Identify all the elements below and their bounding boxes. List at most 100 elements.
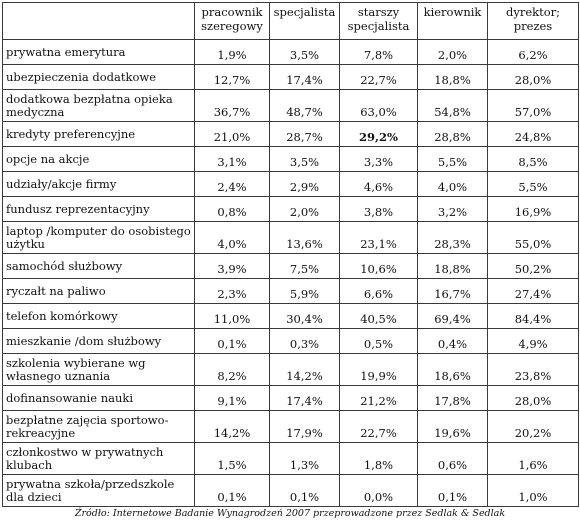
value-cell-kierownik: 0,4% bbox=[417, 328, 488, 354]
value-cell-pracownik-szeregowy: 0,8% bbox=[194, 196, 270, 222]
value-cell-kierownik: 4,0% bbox=[417, 171, 488, 197]
header-cell-kierownik: kierownik bbox=[417, 2, 488, 40]
value-cell-dyrektor-prezes: 6,2% bbox=[487, 39, 579, 65]
row-label: szkolenia wybierane wg własnego uznania bbox=[2, 353, 195, 386]
header-cell-dyrektor-prezes: dyrektor; prezes bbox=[487, 2, 579, 40]
table-row: bezpłatne zajęcia sportowo-rekreacyjne 14… bbox=[2, 410, 579, 443]
value-cell-kierownik: 28,8% bbox=[417, 121, 488, 147]
table-row: udziały/akcje firmy 2,4% 2,9% 4,6% 4,0% 5,5% bbox=[2, 171, 579, 197]
value-cell-dyrektor-prezes: 23,8% bbox=[487, 353, 579, 386]
value-cell-starszy-specjalista: 4,6% bbox=[339, 171, 418, 197]
table-row: szkolenia wybierane wg własnego uznania 8… bbox=[2, 353, 579, 386]
value-cell-starszy-specjalista: 10,6% bbox=[339, 253, 418, 279]
value-cell-starszy-specjalista: 22,7% bbox=[339, 410, 418, 443]
table-row: członkostwo w prywatnych klubach 1,5% 1,3%… bbox=[2, 442, 579, 475]
value-cell-specjalista: 0,1% bbox=[269, 474, 340, 507]
value-cell-pracownik-szeregowy: 8,2% bbox=[194, 353, 270, 386]
row-label: ryczałt na paliwo bbox=[2, 278, 195, 304]
value-cell-dyrektor-prezes: 57,0% bbox=[487, 89, 579, 122]
header-cell-starszy-specjalista: starszy specjalista bbox=[339, 2, 418, 40]
value-cell-specjalista: 48,7% bbox=[269, 89, 340, 122]
table-row: dofinansowanie nauki 9,1% 17,4% 21,2% 17,8% 2… bbox=[2, 385, 579, 411]
value-cell-pracownik-szeregowy: 3,1% bbox=[194, 146, 270, 172]
value-cell-starszy-specjalista: 1,8% bbox=[339, 442, 418, 475]
value-cell-kierownik: 16,7% bbox=[417, 278, 488, 304]
value-cell-starszy-specjalista: 21,2% bbox=[339, 385, 418, 411]
table-body: prywatna emerytura 1,9% 3,5% 7,8% 2,0% 6,2% ub… bbox=[2, 39, 579, 507]
value-cell-starszy-specjalista: 0,0% bbox=[339, 474, 418, 507]
table-row: dodatkowa bezpłatna opieka medyczna 36,7%… bbox=[2, 89, 579, 122]
table-row: samochód służbowy 3,9% 7,5% 10,6% 18,8% 50,2% bbox=[2, 253, 579, 279]
row-label: kredyty preferencyjne bbox=[2, 121, 195, 147]
value-cell-kierownik: 18,8% bbox=[417, 253, 488, 279]
value-cell-starszy-specjalista: 63,0% bbox=[339, 89, 418, 122]
value-cell-dyrektor-prezes: 1,0% bbox=[487, 474, 579, 507]
value-cell-kierownik: 54,8% bbox=[417, 89, 488, 122]
value-cell-pracownik-szeregowy: 1,9% bbox=[194, 39, 270, 65]
value-cell-specjalista: 30,4% bbox=[269, 303, 340, 329]
value-cell-starszy-specjalista: 40,5% bbox=[339, 303, 418, 329]
row-label: prywatna szkoła/przedszkole dla dzieci bbox=[2, 474, 195, 507]
value-cell-pracownik-szeregowy: 36,7% bbox=[194, 89, 270, 122]
value-cell-dyrektor-prezes: 4,9% bbox=[487, 328, 579, 354]
value-cell-pracownik-szeregowy: 9,1% bbox=[194, 385, 270, 411]
table-row: telefon komórkowy 11,0% 30,4% 40,5% 69,4% 84,… bbox=[2, 303, 579, 329]
row-label: samochód służbowy bbox=[2, 253, 195, 279]
value-cell-dyrektor-prezes: 8,5% bbox=[487, 146, 579, 172]
row-label: dofinansowanie nauki bbox=[2, 385, 195, 411]
value-cell-specjalista: 17,4% bbox=[269, 385, 340, 411]
header-row: pracownik szeregowy specjalista starszy … bbox=[2, 2, 579, 40]
value-cell-specjalista: 7,5% bbox=[269, 253, 340, 279]
value-cell-kierownik: 5,5% bbox=[417, 146, 488, 172]
value-cell-kierownik: 0,6% bbox=[417, 442, 488, 475]
value-cell-starszy-specjalista: 6,6% bbox=[339, 278, 418, 304]
header-cell-empty bbox=[2, 2, 195, 40]
value-cell-pracownik-szeregowy: 0,1% bbox=[194, 328, 270, 354]
value-cell-kierownik: 3,2% bbox=[417, 196, 488, 222]
value-cell-dyrektor-prezes: 50,2% bbox=[487, 253, 579, 279]
value-cell-specjalista: 17,4% bbox=[269, 64, 340, 90]
value-cell-starszy-specjalista: 3,8% bbox=[339, 196, 418, 222]
table-row: mieszkanie /dom służbowy 0,1% 0,3% 0,5% 0,4%… bbox=[2, 328, 579, 354]
value-cell-dyrektor-prezes: 28,0% bbox=[487, 385, 579, 411]
value-cell-kierownik: 18,8% bbox=[417, 64, 488, 90]
table-row: laptop /komputer do osobistego użytku 4,0… bbox=[2, 221, 579, 254]
row-label: mieszkanie /dom służbowy bbox=[2, 328, 195, 354]
row-label: telefon komórkowy bbox=[2, 303, 195, 329]
row-label: laptop /komputer do osobistego użytku bbox=[2, 221, 195, 254]
value-cell-starszy-specjalista: 3,3% bbox=[339, 146, 418, 172]
value-cell-specjalista: 0,3% bbox=[269, 328, 340, 354]
value-cell-kierownik: 0,1% bbox=[417, 474, 488, 507]
table-row: prywatna emerytura 1,9% 3,5% 7,8% 2,0% 6,2% bbox=[2, 39, 579, 65]
value-cell-kierownik: 17,8% bbox=[417, 385, 488, 411]
value-cell-specjalista: 13,6% bbox=[269, 221, 340, 254]
value-cell-specjalista: 3,5% bbox=[269, 39, 340, 65]
table-row: prywatna szkoła/przedszkole dla dzieci 0,… bbox=[2, 474, 579, 507]
value-cell-pracownik-szeregowy: 3,9% bbox=[194, 253, 270, 279]
value-cell-dyrektor-prezes: 27,4% bbox=[487, 278, 579, 304]
value-cell-pracownik-szeregowy: 21,0% bbox=[194, 121, 270, 147]
value-cell-specjalista: 17,9% bbox=[269, 410, 340, 443]
value-cell-dyrektor-prezes: 20,2% bbox=[487, 410, 579, 443]
value-cell-starszy-specjalista: 23,1% bbox=[339, 221, 418, 254]
value-cell-dyrektor-prezes: 5,5% bbox=[487, 171, 579, 197]
value-cell-starszy-specjalista: 29,2% bbox=[339, 121, 418, 147]
value-cell-dyrektor-prezes: 55,0% bbox=[487, 221, 579, 254]
benefits-table: pracownik szeregowy specjalista starszy … bbox=[2, 2, 579, 507]
value-cell-specjalista: 1,3% bbox=[269, 442, 340, 475]
value-cell-specjalista: 2,0% bbox=[269, 196, 340, 222]
table-row: kredyty preferencyjne 21,0% 28,7% 29,2% 28,8… bbox=[2, 121, 579, 147]
row-label: ubezpieczenia dodatkowe bbox=[2, 64, 195, 90]
value-cell-dyrektor-prezes: 24,8% bbox=[487, 121, 579, 147]
row-label: dodatkowa bezpłatna opieka medyczna bbox=[2, 89, 195, 122]
header-cell-pracownik-szeregowy: pracownik szeregowy bbox=[194, 2, 270, 40]
value-cell-pracownik-szeregowy: 2,3% bbox=[194, 278, 270, 304]
value-cell-starszy-specjalista: 7,8% bbox=[339, 39, 418, 65]
value-cell-pracownik-szeregowy: 0,1% bbox=[194, 474, 270, 507]
table-row: fundusz reprezentacyjny 0,8% 2,0% 3,8% 3,2% 1… bbox=[2, 196, 579, 222]
row-label: fundusz reprezentacyjny bbox=[2, 196, 195, 222]
value-cell-dyrektor-prezes: 1,6% bbox=[487, 442, 579, 475]
row-label: członkostwo w prywatnych klubach bbox=[2, 442, 195, 475]
value-cell-pracownik-szeregowy: 12,7% bbox=[194, 64, 270, 90]
value-cell-kierownik: 2,0% bbox=[417, 39, 488, 65]
